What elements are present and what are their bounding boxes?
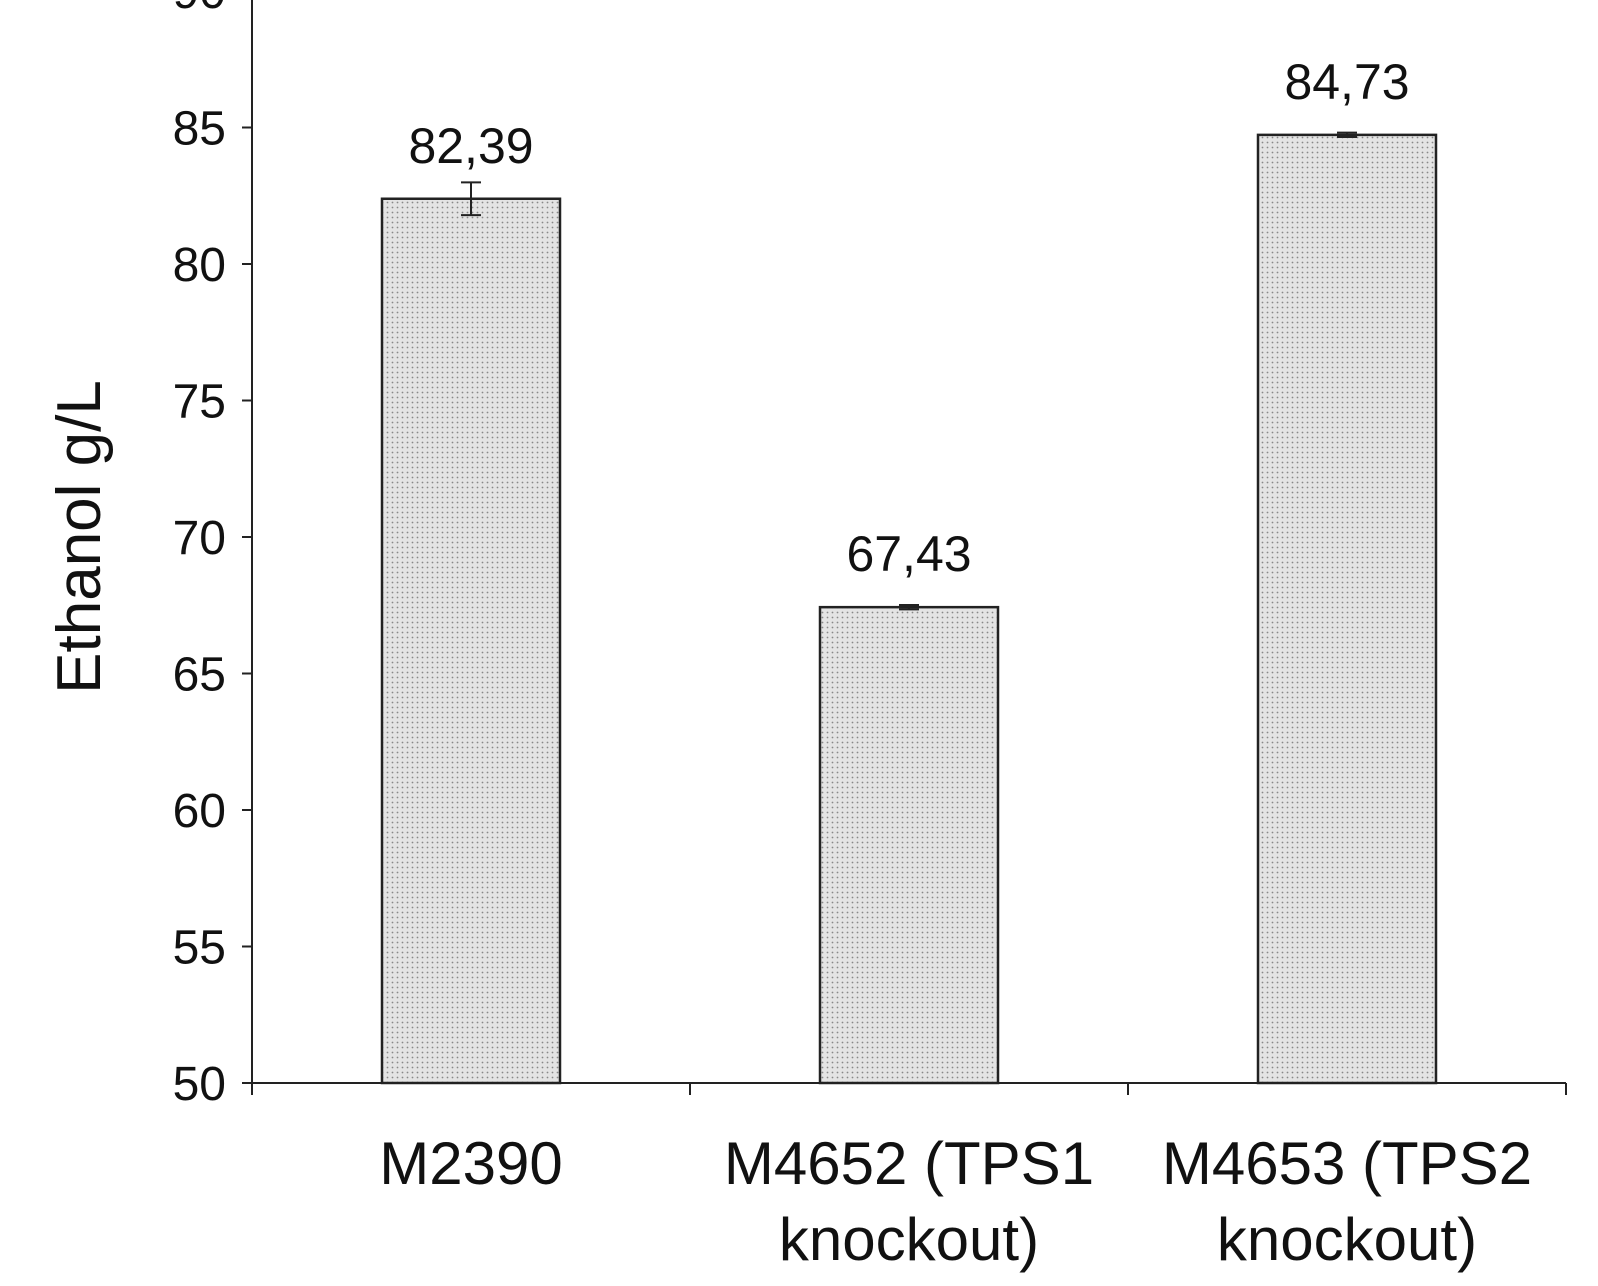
data-label: 82,39 [408, 118, 533, 174]
x-tick-label: M4652 (TPS1 [724, 1130, 1094, 1197]
bar [818, 605, 1000, 1085]
data-label: 67,43 [846, 526, 971, 582]
y-tick-label: 55 [173, 922, 226, 975]
labels: 50 55 60 65 70 75 80 85 90 Ethanol g/L 82,39 M2390 6… [45, 0, 1532, 1273]
y-tick-label: 60 [173, 785, 226, 838]
y-tick-label: 65 [173, 649, 226, 702]
y-tick-label: 90 [173, 0, 226, 19]
data-label: 84,73 [1284, 54, 1409, 110]
y-tick-label: 70 [173, 512, 226, 565]
bar [380, 197, 562, 1085]
y-tick-label: 80 [173, 239, 226, 292]
bar [1256, 133, 1438, 1085]
y-tick-label: 85 [173, 103, 226, 156]
y-axis-title: Ethanol g/L [45, 380, 114, 694]
bars [380, 131, 1438, 1085]
x-tick-label: knockout) [1217, 1206, 1477, 1273]
x-tick-label: knockout) [779, 1206, 1039, 1273]
y-tick-label: 50 [173, 1058, 226, 1111]
y-tick-label: 75 [173, 376, 226, 429]
x-tick-label: M2390 [379, 1130, 562, 1197]
x-tick-label: M4653 (TPS2 [1162, 1130, 1532, 1197]
